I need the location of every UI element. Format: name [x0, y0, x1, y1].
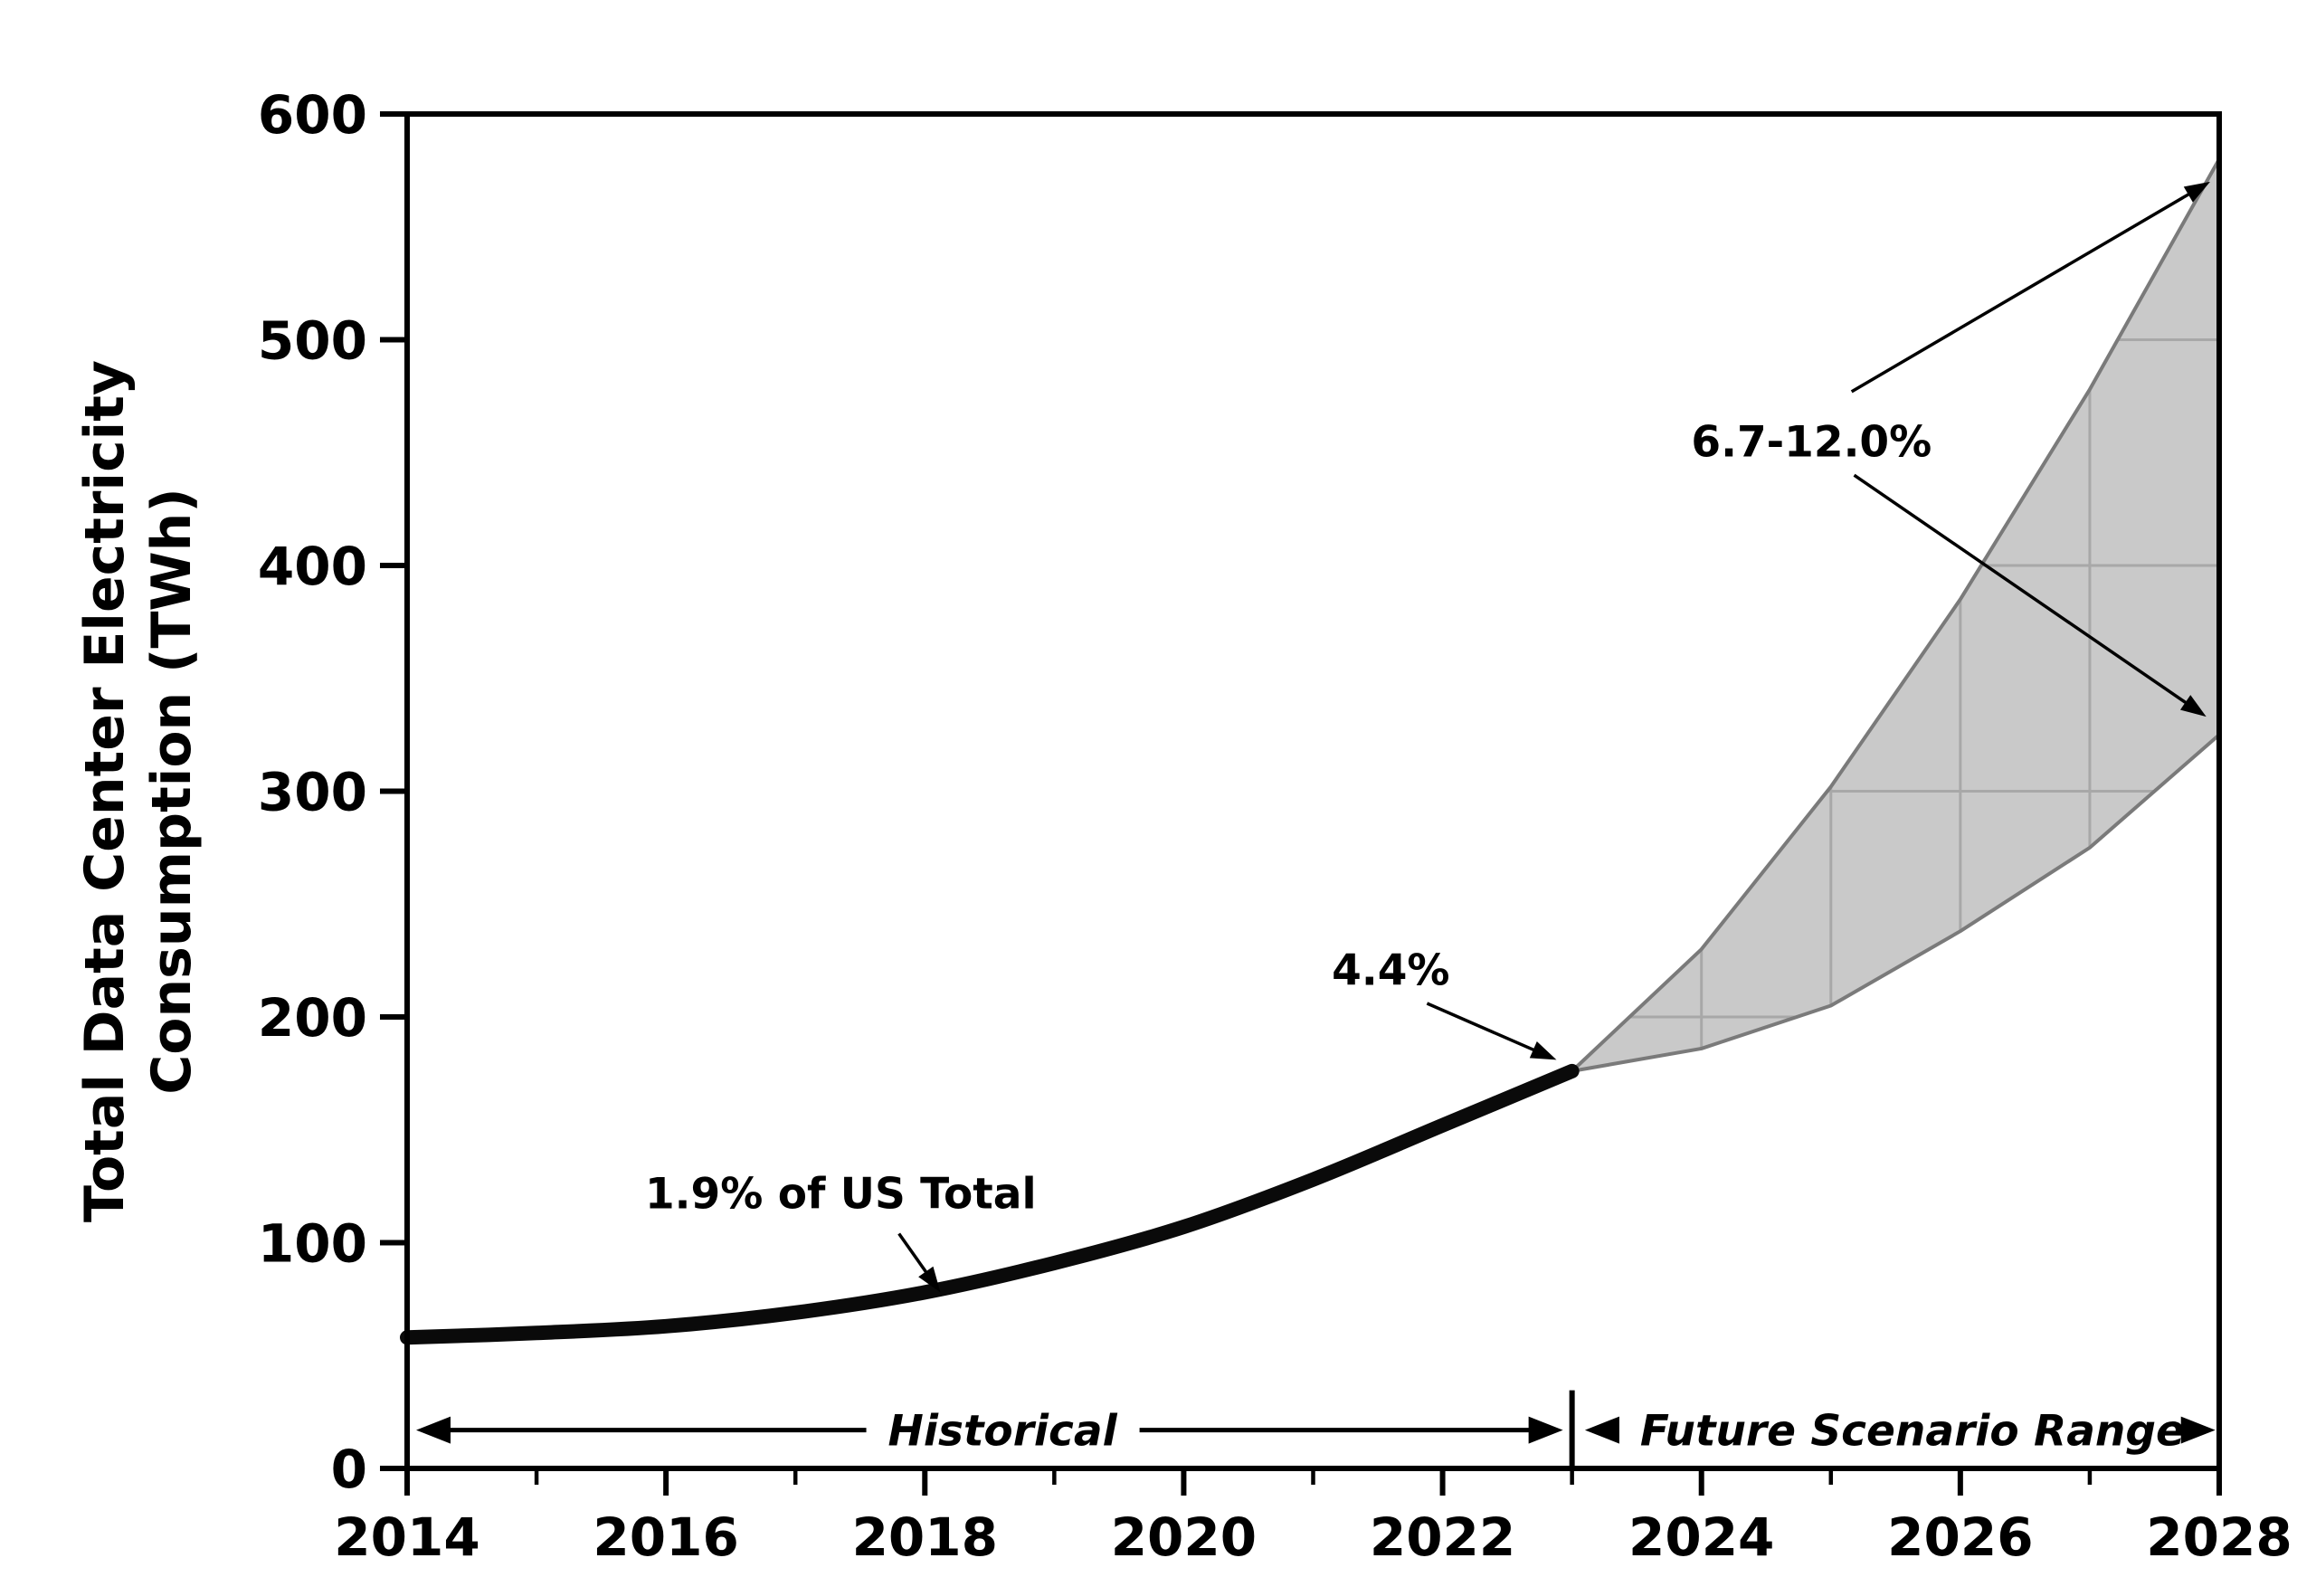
band-gridlines — [1571, 158, 2219, 1071]
x-tick-label: 2026 — [1887, 1506, 2033, 1568]
y-axis-title-line: Consumption (TWh) — [140, 488, 204, 1095]
annotation-arrow-future-share-line — [1853, 473, 2195, 710]
chart-canvas: 2014 2016 2018 2020 2022 2024 2026 2028 0 100 200 3… — [73, 84, 2292, 1568]
y-tick-label: 500 — [258, 309, 367, 371]
y-tick-label: 300 — [258, 761, 367, 822]
span-historical: Historical — [416, 1407, 1563, 1457]
annotation-label-current-share: 4.4% — [1332, 946, 1449, 996]
annotation-future-share: 6.7-12.0% — [1691, 181, 2210, 717]
annotation-current-share: 4.4% — [1332, 946, 1557, 1060]
x-tick-label: 2024 — [1628, 1506, 1774, 1568]
span-historical-left-head — [416, 1416, 451, 1444]
annotation-arrow-future-share-head — [2179, 695, 2207, 717]
annotation-arrow-current-share-line — [1426, 1002, 1543, 1056]
annotation-label-future-share: 6.7-12.0% — [1691, 418, 1932, 468]
y-tick-label: 100 — [258, 1212, 367, 1274]
span-future-label: Future Scenario Range — [1640, 1407, 2185, 1457]
span-future-left-head — [1584, 1416, 1619, 1444]
chart-figure: 2014 2016 2018 2020 2022 2024 2026 2028 0 100 200 3… — [36, 14, 2316, 1582]
span-future: Future Scenario Range — [1584, 1407, 2216, 1457]
x-tick-label: 2022 — [1370, 1506, 1515, 1568]
x-tick-label: 2016 — [593, 1506, 738, 1568]
span-historical-right-head — [1528, 1416, 1563, 1444]
annotation-arrow-historical-share-head — [918, 1266, 941, 1293]
annotation-arrow-current-share-head — [1529, 1041, 1557, 1060]
annotation-arrow-future-share-head — [2183, 181, 2210, 203]
span-historical-label: Historical — [888, 1407, 1118, 1457]
y-tick-label: 0 — [331, 1439, 367, 1500]
historical-line — [400, 1063, 1580, 1345]
x-tick-label: 2018 — [852, 1506, 998, 1568]
future-range-band — [1571, 158, 2219, 1071]
x-tick-label: 2020 — [1111, 1506, 1257, 1568]
x-tick-label: 2014 — [334, 1506, 479, 1568]
y-tick-label: 600 — [258, 84, 367, 146]
y-axis-title-line: Total Data Center Electricity — [73, 360, 137, 1222]
y-axis-title: Total Data Center ElectricityConsumption… — [73, 360, 204, 1222]
annotation-historical-share: 1.9% of US Total — [645, 1170, 1037, 1293]
span-future-right-head — [2180, 1416, 2216, 1444]
y-tick-label: 200 — [258, 987, 367, 1049]
annotation-label-historical-share: 1.9% of US Total — [645, 1170, 1037, 1220]
x-tick-label: 2028 — [2146, 1506, 2292, 1568]
annotation-arrow-future-share-line — [1850, 187, 2198, 394]
y-tick-label: 400 — [258, 536, 367, 597]
